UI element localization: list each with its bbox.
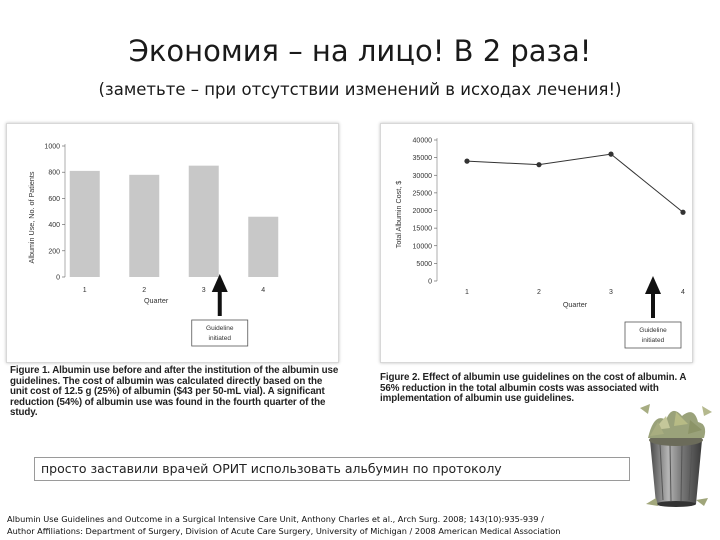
guideline-arrow-head — [645, 276, 661, 294]
guideline-annotation-line1: Guideline — [206, 325, 234, 332]
x-axis-title: Quarter — [144, 296, 169, 305]
bar-quarter-2 — [129, 174, 160, 277]
y-tick-label: 30000 — [413, 173, 433, 180]
guideline-annotation-line2: initiated — [209, 335, 232, 342]
figure-1-bar-chart: 0 200 400 600 800 1000 Albumin Use, No. of Pat… — [6, 123, 339, 363]
figure-2-label: Figure 2. — [380, 372, 420, 383]
x-tick-label: 2 — [537, 289, 541, 296]
figure-1-label: Figure 1. — [10, 365, 50, 376]
figure-1-caption: Figure 1. Albumin use before and after t… — [10, 365, 340, 419]
x-tick-label: 3 — [609, 289, 613, 296]
bar-chart-svg: 0 200 400 600 800 1000 Albumin Use, No. of Pat… — [27, 144, 279, 347]
y-tick-label: 400 — [48, 222, 60, 229]
y-tick-label: 800 — [48, 170, 60, 177]
cost-series-line — [466, 153, 684, 213]
x-tick-label: 4 — [261, 287, 265, 294]
citation-line-1: Albumin Use Guidelines and Outcome in a … — [7, 514, 544, 524]
money-trash-can-icon — [640, 404, 712, 507]
guideline-annotation-box — [624, 321, 682, 349]
data-point-quarter-3 — [608, 151, 614, 157]
y-tick-label: 200 — [48, 248, 60, 255]
guideline-annotation-line1: Guideline — [639, 327, 667, 334]
data-point-quarter-2 — [536, 162, 542, 168]
y-tick-label: 600 — [48, 196, 60, 203]
x-tick-label: 2 — [142, 287, 146, 294]
figure-2-line-chart: 0 5000 10000 15000 20000 25000 30000 35000 40000… — [380, 123, 693, 363]
protocol-note-box: просто заставили врачей ОРИТ использоват… — [34, 457, 630, 481]
citation: Albumin Use Guidelines and Outcome in a … — [7, 514, 719, 537]
x-tick-label: 1 — [83, 287, 87, 294]
y-tick-label: 1000 — [44, 144, 60, 151]
guideline-annotation-box — [191, 319, 249, 347]
bar-quarter-4 — [248, 216, 279, 277]
x-tick-label: 3 — [202, 287, 206, 294]
line-chart-svg: 0 5000 10000 15000 20000 25000 30000 35000 40000… — [394, 138, 686, 349]
data-point-quarter-1 — [464, 158, 470, 164]
y-tick-label: 35000 — [413, 155, 433, 162]
y-tick-label: 0 — [56, 275, 60, 282]
guideline-arrow-head — [211, 274, 228, 292]
y-tick-label: 0 — [428, 279, 432, 286]
y-tick-label: 20000 — [413, 208, 433, 215]
figure-2-caption: Figure 2. Effect of albumin use guidelin… — [380, 372, 692, 405]
y-tick-label: 25000 — [413, 190, 433, 197]
x-axis-title: Quarter — [563, 300, 588, 309]
guideline-annotation-line2: initiated — [642, 337, 665, 344]
x-tick-label: 4 — [681, 289, 685, 296]
y-axis-title: Albumin Use, No. of Patients — [27, 171, 36, 263]
data-point-quarter-4 — [680, 209, 686, 215]
bar-quarter-3 — [188, 165, 219, 277]
y-tick-label: 10000 — [413, 243, 433, 250]
citation-line-2: Author Affiliations: Department of Surge… — [7, 525, 561, 536]
figure-2-caption-text: Effect of albumin use guidelines on the … — [380, 372, 687, 405]
x-tick-label: 1 — [465, 289, 469, 296]
bar-quarter-1 — [69, 170, 100, 277]
y-tick-label: 5000 — [416, 261, 432, 268]
slide-title: Экономия – на лицо! В 2 раза! — [128, 34, 592, 68]
figure-1-caption-text: Albumin use before and after the institu… — [10, 365, 339, 419]
y-tick-label: 15000 — [413, 226, 433, 233]
y-axis-title: Total Albumin Cost, $ — [394, 181, 403, 249]
y-tick-label: 40000 — [413, 138, 433, 145]
slide-subtitle: (заметьте – при отсутствии изменений в и… — [98, 80, 622, 99]
